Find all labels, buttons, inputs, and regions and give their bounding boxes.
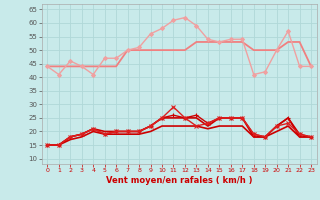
X-axis label: Vent moyen/en rafales ( km/h ): Vent moyen/en rafales ( km/h ) xyxy=(106,176,252,185)
